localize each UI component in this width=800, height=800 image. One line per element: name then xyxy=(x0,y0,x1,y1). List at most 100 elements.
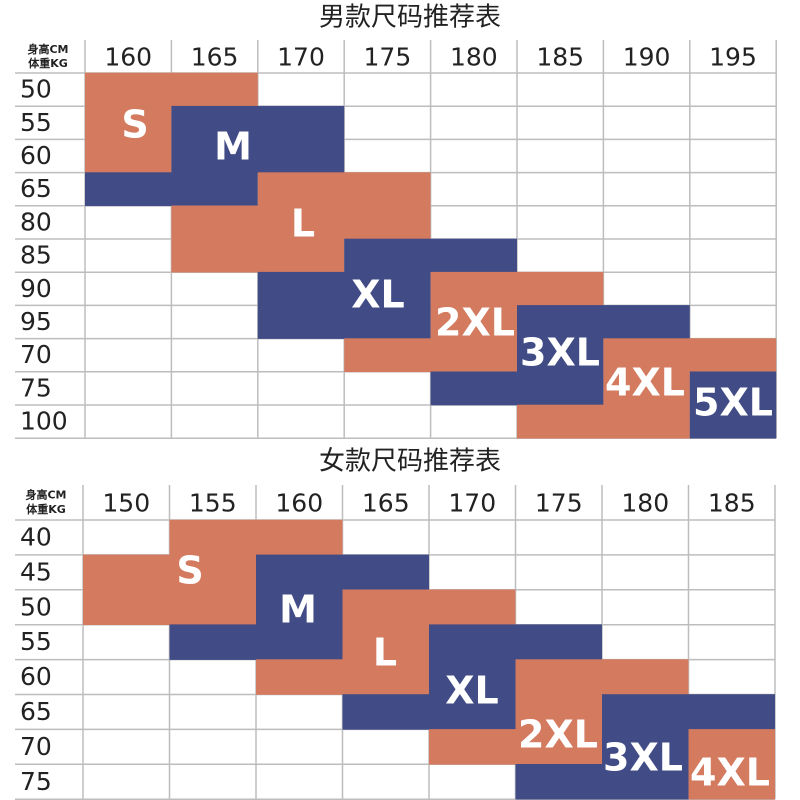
size-block xyxy=(256,589,343,625)
size-block xyxy=(603,371,690,406)
size-label: 2XL xyxy=(518,713,598,757)
weight-header: 55 xyxy=(20,627,52,656)
height-header: 165 xyxy=(191,43,239,72)
size-block xyxy=(171,139,345,173)
size-block xyxy=(344,238,517,273)
size-block xyxy=(430,371,604,406)
size-block xyxy=(257,172,431,207)
size-label: S xyxy=(176,549,203,593)
height-header: 180 xyxy=(621,489,669,518)
size-block xyxy=(602,694,775,730)
size-label: 2XL xyxy=(435,301,515,345)
size-label: 5XL xyxy=(693,381,773,425)
height-header: 185 xyxy=(708,489,756,518)
size-block xyxy=(342,589,516,625)
size-block xyxy=(515,659,689,695)
size-block xyxy=(85,105,172,140)
size-block xyxy=(689,404,777,439)
size-block xyxy=(257,271,431,306)
size-label: 4XL xyxy=(690,751,770,795)
height-header: 160 xyxy=(104,43,152,72)
size-block xyxy=(256,554,429,591)
size-block xyxy=(85,172,258,207)
size-block xyxy=(342,694,516,730)
size-block xyxy=(515,764,689,800)
size-block xyxy=(344,338,517,373)
weight-header: 50 xyxy=(20,592,52,621)
height-header: 160 xyxy=(275,489,323,518)
height-header: 175 xyxy=(535,489,583,518)
size-label: L xyxy=(291,202,315,246)
table-title: 女款尺码推荐表 xyxy=(319,447,501,477)
height-header: 175 xyxy=(364,43,412,72)
height-header: 150 xyxy=(102,489,150,518)
size-label: XL xyxy=(445,669,499,713)
size-block xyxy=(171,238,345,273)
size-block xyxy=(169,624,343,660)
weight-header: 65 xyxy=(20,697,52,726)
size-block xyxy=(429,624,602,660)
corner-label: 体重KG xyxy=(28,56,68,70)
weight-header: 45 xyxy=(20,557,52,586)
size-label: M xyxy=(279,588,317,632)
height-header: 165 xyxy=(362,489,410,518)
height-header: 190 xyxy=(623,43,671,72)
size-block xyxy=(429,659,516,695)
size-label: S xyxy=(121,103,148,147)
table-title: 男款尺码推荐表 xyxy=(319,3,501,33)
size-block xyxy=(83,589,256,625)
weight-header: 65 xyxy=(20,174,52,203)
height-header: 185 xyxy=(536,43,584,72)
weight-header: 60 xyxy=(20,662,52,691)
height-header: 170 xyxy=(448,489,496,518)
size-block xyxy=(257,305,431,339)
size-label: 4XL xyxy=(605,361,685,405)
size-block xyxy=(85,139,172,173)
weight-header: 60 xyxy=(20,141,52,170)
size-label: L xyxy=(373,631,397,675)
corner-label: 身高CM xyxy=(25,488,66,502)
size-label: 3XL xyxy=(603,736,683,780)
weight-header: 75 xyxy=(20,373,52,402)
weight-header: 70 xyxy=(20,340,52,369)
size-block xyxy=(603,338,777,373)
size-block xyxy=(429,729,602,765)
weight-header: 70 xyxy=(20,732,52,761)
size-block xyxy=(515,694,602,730)
size-block xyxy=(688,764,775,800)
size-block xyxy=(688,729,775,765)
size-block xyxy=(256,659,429,695)
size-label: XL xyxy=(351,273,405,317)
weight-header: 40 xyxy=(20,522,52,551)
weight-header: 85 xyxy=(20,241,52,270)
weight-header: 55 xyxy=(20,108,52,137)
size-block xyxy=(517,338,604,373)
height-header: 170 xyxy=(277,43,325,72)
height-header: 155 xyxy=(189,489,237,518)
size-label: M xyxy=(214,125,252,169)
size-block xyxy=(171,105,345,140)
size-block xyxy=(517,404,690,439)
size-block xyxy=(171,205,431,240)
height-header: 180 xyxy=(450,43,498,72)
size-block xyxy=(430,305,517,339)
corner-label: 体重KG xyxy=(26,502,66,516)
weight-header: 90 xyxy=(20,274,52,303)
size-block xyxy=(430,271,604,306)
size-block xyxy=(517,305,690,339)
weight-header: 50 xyxy=(20,75,52,104)
size-block xyxy=(342,624,429,660)
size-block xyxy=(83,554,256,591)
size-label: 3XL xyxy=(520,331,600,375)
size-block xyxy=(602,729,689,765)
corner-label: 身高CM xyxy=(27,42,68,56)
size-block xyxy=(689,371,777,406)
weight-header: 80 xyxy=(20,207,52,236)
height-header: 195 xyxy=(709,43,757,72)
weight-header: 75 xyxy=(20,767,52,796)
weight-header: 100 xyxy=(20,407,68,436)
size-block xyxy=(85,72,258,107)
weight-header: 95 xyxy=(20,307,52,336)
size-block xyxy=(169,519,343,556)
